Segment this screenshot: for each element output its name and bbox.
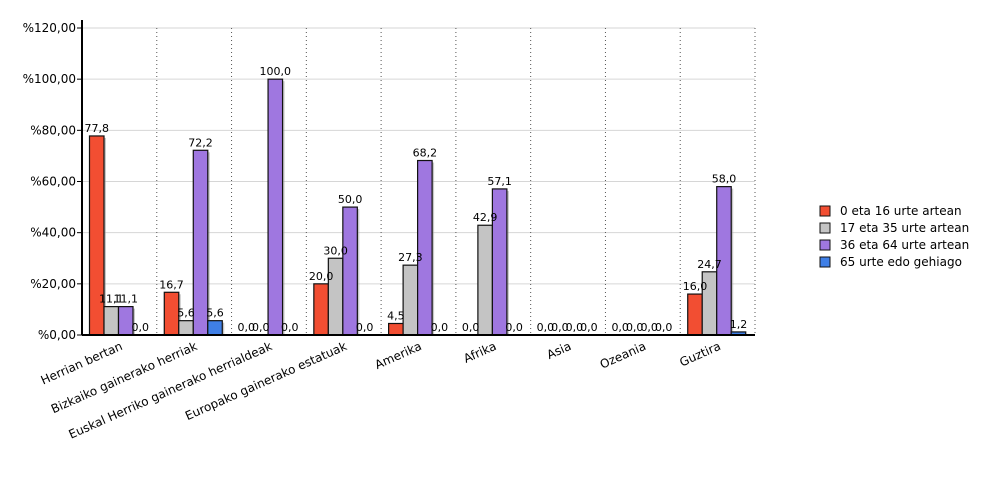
data-label: 72,2 [188,136,213,149]
labels: %0,00 %20,00 %40,00 %60,00 %80,00 %100,00 %120… [23,21,748,442]
data-label: 27,3 [398,251,423,264]
category-label: Guztira [677,339,722,369]
data-label: 11,1 [114,293,139,306]
legend-swatch [819,239,831,251]
bar [388,322,404,336]
legend: 0 eta 16 urte artean 17 eta 35 urte artea… [819,204,969,269]
y-tick-label: %60,00 [30,175,76,189]
data-label: 57,1 [487,175,512,188]
data-label: 16,0 [683,280,708,293]
data-label: 0,0 [281,321,299,334]
bar [313,283,329,336]
axes [77,20,755,336]
data-label: 20,0 [309,270,334,283]
data-label: 1,2 [730,318,748,331]
data-label: 4,5 [387,309,405,322]
data-label: 50,0 [338,193,363,206]
legend-label: 17 eta 35 urte artean [840,221,969,235]
data-label: 68,2 [413,147,438,160]
bar [267,78,284,336]
bar [103,306,120,336]
y-tick-label: %120,00 [23,21,76,35]
legend-swatch [819,222,831,234]
data-label: 24,7 [697,258,722,271]
data-label: 100,0 [260,65,292,78]
bar [417,159,433,336]
bar [342,206,358,336]
data-label: 16,7 [159,278,184,291]
data-label: 77,8 [85,122,110,135]
data-label: 0,0 [655,321,673,334]
y-tick-label: %40,00 [30,226,76,240]
category-label: Asia [545,339,574,362]
data-label: 0,0 [132,321,150,334]
data-label: 0,0 [580,321,598,334]
legend-swatch [819,205,831,217]
y-tick-label: %20,00 [30,277,76,291]
data-label: 0,0 [505,321,523,334]
bar [477,224,493,336]
data-label: 5,6 [206,307,224,320]
data-label: 11,1 [99,293,124,306]
data-label: 0,0 [566,321,584,334]
data-label: 0,0 [611,321,629,334]
legend-label: 65 urte edo gehiago [840,255,962,269]
data-label: 0,0 [431,321,449,334]
data-label: 0,0 [537,321,555,334]
legend-swatch [819,256,831,268]
y-tick-label: %100,00 [23,72,76,86]
bar [207,320,223,336]
data-label: 5,6 [177,307,195,320]
category-label: Ozeania [598,339,648,372]
legend-label: 36 eta 64 urte artean [840,238,969,252]
data-label: 0,0 [252,321,270,334]
data-label: 0,0 [640,321,658,334]
category-label: Amerika [373,339,424,372]
data-label: 0,0 [626,321,644,334]
bars [88,78,748,337]
category-label: Afrika [461,339,498,366]
y-tick-label: %0,00 [38,328,76,342]
legend-label: 0 eta 16 urte artean [840,204,962,218]
data-label: 0,0 [238,321,256,334]
data-label: 42,9 [473,211,498,224]
bar [687,293,703,336]
data-label: 0,0 [551,321,569,334]
data-label: 0,0 [462,321,480,334]
bar [402,264,419,336]
y-tick-label: %80,00 [30,123,76,137]
data-label: 58,0 [712,173,737,186]
data-label: 30,0 [323,244,348,257]
bar [178,320,194,336]
data-label: 0,0 [356,321,374,334]
